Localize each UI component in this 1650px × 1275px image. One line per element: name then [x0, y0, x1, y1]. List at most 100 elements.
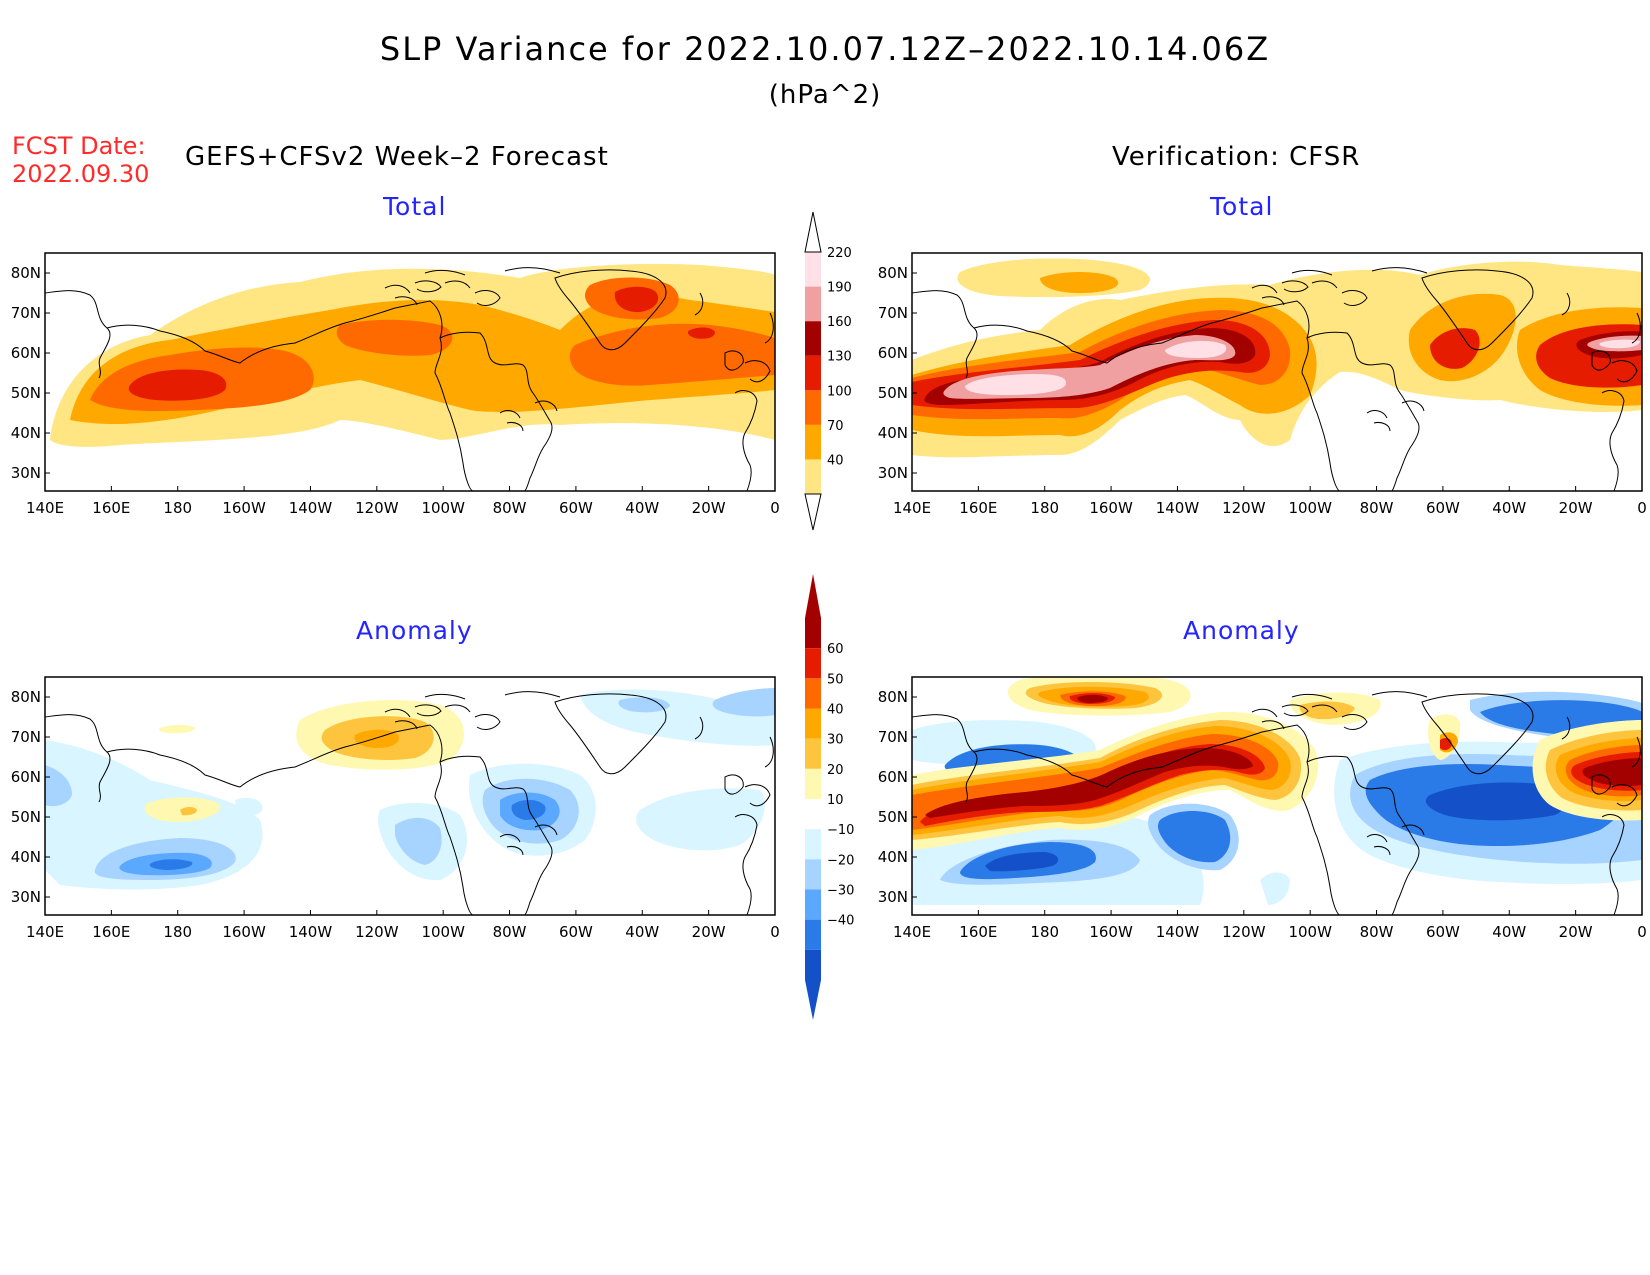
verif-total-130-contour-b [1430, 328, 1480, 369]
lon-tick-label: 20W [1559, 923, 1593, 941]
colorbar-anomaly-swatch [805, 768, 821, 799]
lon-tick-label: 140E [893, 499, 931, 517]
colorbar-total-level: 190 [827, 281, 852, 296]
colorbar-anomaly-swatch [805, 618, 821, 649]
colorbar-total-top-arrow [804, 211, 822, 253]
lon-tick-label: 0 [770, 499, 780, 517]
verif-anomaly-frame [911, 676, 1643, 916]
lat-tick-label: 40N [878, 848, 908, 866]
lon-tick-label: 140W [289, 499, 333, 517]
colorbar-anomaly-level: 60 [827, 642, 844, 657]
lon-tick-label: 100W [421, 499, 465, 517]
lat-tick-label: 40N [878, 424, 908, 442]
lat-tick-label: 50N [878, 384, 908, 402]
lon-tick-label: 180 [163, 499, 192, 517]
lon-tick-label: 20W [692, 923, 726, 941]
forecast-column-title: GEFS+CFSv2 Week–2 Forecast [185, 142, 609, 172]
colorbar-total-bottom-arrow [804, 493, 822, 531]
lon-tick-label: 100W [1288, 923, 1332, 941]
verif-anom-pos60-contour [925, 748, 1253, 818]
fcst-anom-pos10-contour-c [158, 725, 195, 734]
colorbar-anomaly-level: −40 [827, 914, 854, 929]
verif-anom-pos60-contour-c [1077, 694, 1108, 703]
colorbar-anomaly-swatch [805, 889, 821, 920]
lon-tick-label: 180 [1030, 923, 1059, 941]
lon-tick-label: 60W [559, 499, 593, 517]
lon-tick-label: 80W [1360, 923, 1394, 941]
verif-total-map [912, 258, 1642, 458]
colorbar-anomaly-level: 20 [827, 763, 844, 778]
fcst-anom-neg10-contour-d [636, 788, 765, 851]
colorbar-total-level: 220 [827, 246, 852, 261]
lon-tick-label: 180 [1030, 499, 1059, 517]
colorbar-anomaly-level: −30 [827, 884, 854, 899]
verif-anomaly-map [912, 677, 1642, 905]
lon-tick-label: 140W [289, 923, 333, 941]
fcst-total-130-contour [128, 369, 227, 401]
lat-tick-label: 60N [11, 768, 41, 786]
lon-tick-label: 160E [92, 923, 130, 941]
lon-tick-label: 80W [1360, 499, 1394, 517]
colorbar-anomaly-swatch [805, 738, 821, 769]
fcst-anomaly-label: Anomaly [356, 616, 473, 645]
colorbar-total-swatch [805, 390, 821, 425]
lon-tick-label: 120W [355, 499, 399, 517]
colorbar-anomaly-swatch [805, 678, 821, 709]
verif-anomaly-label: Anomaly [1183, 616, 1300, 645]
fcst-total-frame [44, 252, 776, 492]
fcst-anom-neg40-contour [149, 859, 193, 870]
fcst-anom-neg20-contour-b [395, 817, 442, 865]
colorbar-anomaly-swatch [805, 799, 821, 830]
lat-tick-label: 50N [11, 384, 41, 402]
colorbar-anomaly-swatch [805, 829, 821, 860]
colorbar-anomaly-top-arrow [805, 574, 821, 618]
lon-tick-label: 180 [163, 923, 192, 941]
lon-tick-label: 100W [1288, 499, 1332, 517]
lon-tick-label: 160W [1089, 499, 1133, 517]
fcst-total-100-contour-c [569, 323, 775, 386]
verif-anom-neg30-contour-b [1157, 811, 1231, 863]
lon-tick-label: 40W [625, 923, 659, 941]
colorbar-total-swatch [805, 355, 821, 391]
colorbar-anomaly-swatch [805, 949, 821, 980]
fcst-anom-neg20-contour-f [712, 688, 775, 717]
lon-tick-label: 120W [1222, 499, 1266, 517]
lat-tick-label: 50N [11, 808, 41, 826]
lat-tick-label: 60N [878, 768, 908, 786]
fcst-total-130-contour-b [614, 286, 659, 313]
lon-tick-label: 40W [1492, 499, 1526, 517]
lon-tick-label: 160W [222, 499, 266, 517]
lon-tick-label: 0 [1637, 923, 1647, 941]
colorbar-anomaly-level: 40 [827, 703, 844, 718]
colorbar-anomaly-level: 50 [827, 672, 844, 687]
lat-tick-label: 60N [878, 344, 908, 362]
lon-tick-label: 0 [770, 923, 780, 941]
verif-total-220-contour-b [1165, 340, 1227, 358]
fcst-total-130-contour-c [687, 327, 715, 339]
lat-tick-label: 30N [878, 464, 908, 482]
axis-labels: 140E 160E 180 160W 140W 120W 100W 80W 60W 40W 20W 0… [11, 264, 1647, 941]
fcst-date-value: 2022.09.30 [12, 160, 150, 188]
figure-units: (hPa^2) [768, 80, 882, 110]
lon-tick-label: 160W [222, 923, 266, 941]
verif-anom-neg40-contour [985, 852, 1059, 872]
verif-total-70-contour-b [1040, 272, 1119, 294]
lon-tick-label: 160E [959, 923, 997, 941]
verif-anom-neg10-contour-d [1260, 872, 1290, 905]
colorbar-anomaly-level: 30 [827, 733, 844, 748]
lon-tick-label: 140W [1156, 499, 1200, 517]
fcst-anomaly-frame [44, 676, 776, 916]
verif-total-frame [911, 252, 1643, 492]
lon-tick-label: 20W [1559, 499, 1593, 517]
verif-total-label: Total [1210, 192, 1274, 221]
lat-tick-label: 30N [11, 464, 41, 482]
colorbar-anomaly-swatch [805, 919, 821, 950]
lat-tick-label: 50N [878, 808, 908, 826]
lat-tick-label: 70N [878, 304, 908, 322]
lon-tick-label: 140E [893, 923, 931, 941]
colorbar-anomaly-level: 10 [827, 793, 844, 808]
lat-tick-label: 80N [878, 264, 908, 282]
fcst-anom-neg20-contour-e [618, 697, 670, 713]
lon-tick-label: 60W [1426, 923, 1460, 941]
